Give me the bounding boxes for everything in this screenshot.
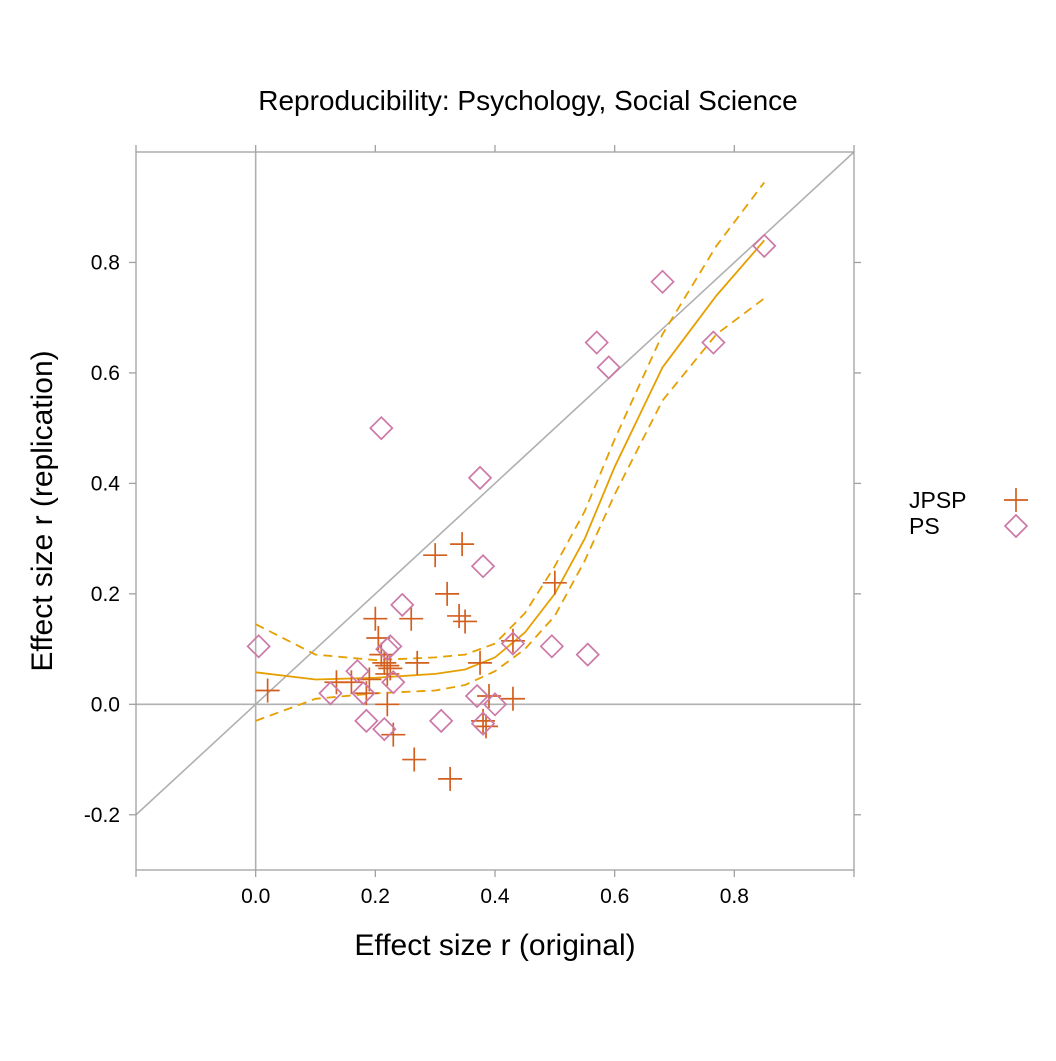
ps-point [381,670,406,695]
legend-label-jpsp: JPSP [909,487,967,513]
fit-lower-bound [255,297,765,722]
jpsp-point [447,603,472,628]
ps-point [354,708,379,734]
series-ps [246,233,777,742]
jpsp-point [435,581,460,606]
jpsp-point [405,650,430,675]
fit-line [255,239,765,681]
x-tick-label: 0.6 [600,885,629,908]
jpsp-point [372,650,397,675]
y-axis-title: Effect size r (replication) [26,350,59,671]
fit-upper-bound [255,181,766,662]
jpsp-point [378,656,403,681]
ps-point [428,708,454,734]
ps-point [584,330,609,355]
ps-point [467,465,493,491]
x-tick-label: 0.2 [361,885,390,908]
plot-area [135,151,855,870]
ps-point [752,233,777,259]
y-tick-label: 0.6 [91,362,120,385]
identity-line [135,151,855,816]
jpsp-point [363,606,388,631]
x-tick-label: 0.4 [480,885,510,908]
jpsp-point [375,692,400,717]
ps-point [650,269,675,294]
ps-point [470,554,496,579]
jpsp-point [255,678,280,703]
y-tick-label: 0.2 [91,583,120,606]
legend-marker-ps [1003,513,1029,539]
x-axis-title: Effect size r (original) [354,929,635,962]
ps-point [369,415,394,441]
ps-point [464,683,490,709]
jpsp-point [500,686,525,711]
jpsp-point [468,650,493,675]
ps-point [351,681,376,706]
x-tick-label: 0.8 [720,885,749,908]
ps-point [246,634,271,659]
ps-point [596,355,621,380]
jpsp-point [402,747,427,772]
ps-point [345,658,370,684]
ps-point [372,716,397,742]
jpsp-point [542,570,567,595]
ps-point [701,330,726,355]
ps-point [318,681,343,706]
y-axis: -0.2 0.0 0.2 0.4 0.6 0.8 [84,251,861,827]
x-tick-label: 0.0 [241,885,270,908]
jpsp-point [423,543,448,568]
ps-point [378,634,403,659]
ps-point [390,592,415,618]
ps-point [482,692,508,717]
ps-point [500,631,526,656]
legend-label-ps: PS [909,513,940,539]
jpsp-point [453,609,478,634]
legend-marker-jpsp [1004,488,1028,512]
ps-point [575,642,600,667]
jpsp-point [399,606,424,631]
y-tick-label: 0.0 [91,693,120,716]
jpsp-point [474,714,499,739]
y-tick-label: 0.4 [91,472,121,495]
ps-point [539,634,565,659]
jpsp-point [438,766,463,791]
plot-frame [135,151,855,871]
chart-title: Reproducibility: Psychology, Social Scie… [258,85,798,116]
ps-point [470,711,496,736]
y-tick-label: 0.8 [91,251,120,274]
y-tick-label: -0.2 [84,804,120,827]
jpsp-point [450,532,475,557]
x-axis: 0.0 0.2 0.4 0.6 0.8 [135,145,855,908]
jpsp-point [339,670,364,695]
